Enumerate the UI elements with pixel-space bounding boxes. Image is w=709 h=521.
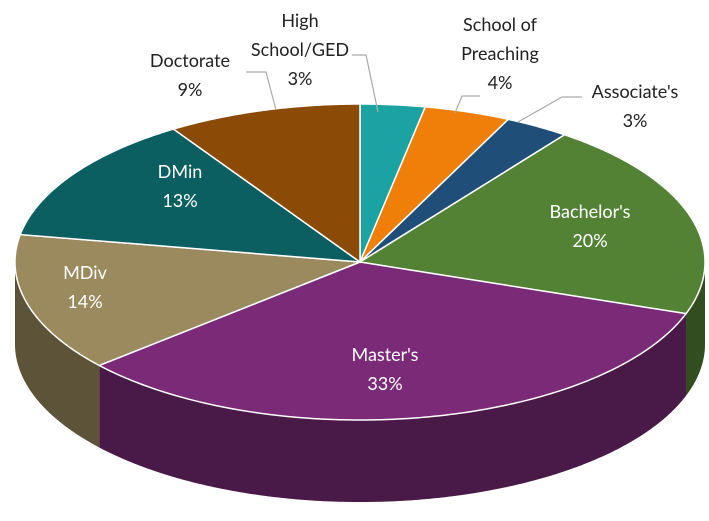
category-label: High School/GED (250, 9, 350, 60)
slice-side-shade (99, 313, 687, 502)
value-label: 33% (367, 372, 403, 394)
slice-label: DMin 13% (130, 157, 230, 215)
slice (14, 233, 361, 367)
value-label: 20% (572, 229, 608, 251)
slice-side-shade (15, 262, 100, 448)
slice-side (15, 262, 100, 448)
slice (357, 133, 706, 315)
value-label: 4% (487, 71, 513, 93)
slice-side (686, 262, 705, 396)
slice (359, 118, 567, 263)
category-label: Doctorate (149, 49, 231, 71)
category-label: Master's (351, 343, 419, 365)
value-label: 3% (287, 67, 313, 89)
slice (171, 103, 361, 264)
value-label: 14% (67, 290, 103, 312)
slice-label: Bachelor's 20% (520, 197, 660, 255)
slice-label: High School/GED 3% (240, 6, 360, 93)
value-label: 9% (177, 78, 203, 100)
slice (97, 261, 688, 421)
category-label: Bachelor's (549, 200, 631, 222)
leader-line (246, 71, 277, 111)
category-label: DMin (157, 160, 203, 182)
value-label: 3% (622, 109, 648, 131)
slice (359, 106, 510, 263)
slice-label: Master's 33% (315, 340, 455, 398)
slice-label: Associate's 3% (565, 77, 705, 135)
slice-label: School of Preaching 4% (440, 10, 560, 97)
slice-side-shade (686, 262, 705, 396)
category-label: School of Preaching (461, 13, 539, 64)
leader-line (352, 54, 379, 113)
slice-label: Doctorate 9% (125, 46, 255, 104)
slice-side (99, 313, 687, 502)
leader-line (517, 96, 582, 123)
slice (19, 128, 363, 263)
value-label: 13% (162, 189, 198, 211)
slice-label: MDiv 14% (35, 258, 135, 316)
category-label: MDiv (63, 261, 107, 283)
category-label: Associate's (591, 80, 679, 102)
leader-line (454, 95, 480, 114)
leader-lines (246, 54, 582, 123)
